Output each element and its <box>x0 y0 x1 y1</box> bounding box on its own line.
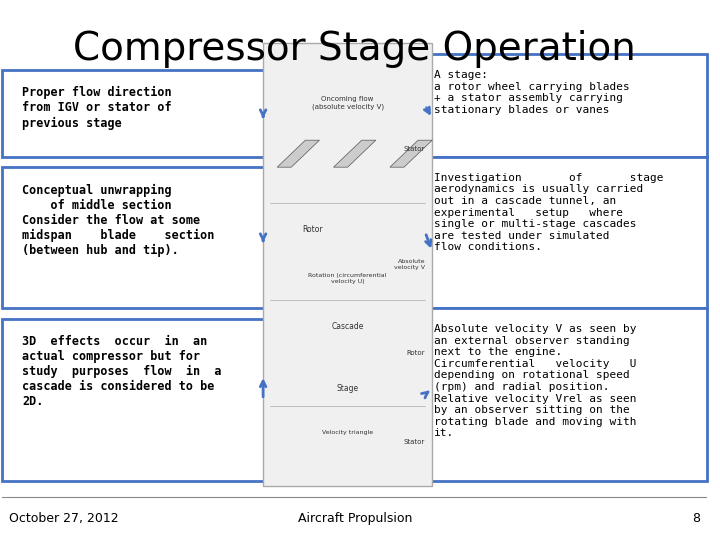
FancyBboxPatch shape <box>418 54 707 157</box>
FancyBboxPatch shape <box>418 157 707 308</box>
Text: Conceptual unwrapping
    of middle section
Consider the flow at some
midspan   : Conceptual unwrapping of middle section … <box>22 184 215 257</box>
Text: Rotor: Rotor <box>302 225 323 234</box>
Text: Proper flow direction
from IGV or stator of
previous stage: Proper flow direction from IGV or stator… <box>22 86 172 130</box>
Text: Absolute
velocity V: Absolute velocity V <box>394 259 425 270</box>
FancyBboxPatch shape <box>418 308 707 481</box>
Text: Stator: Stator <box>404 438 425 445</box>
Text: Absolute velocity V as seen by
an external observer standing
next to the engine.: Absolute velocity V as seen by an extern… <box>433 324 636 438</box>
Text: Cascade: Cascade <box>331 322 364 331</box>
Text: Rotation (circumferential
velocity U): Rotation (circumferential velocity U) <box>308 273 387 284</box>
Text: Stator: Stator <box>404 146 425 152</box>
Text: Rotor: Rotor <box>407 350 425 356</box>
FancyBboxPatch shape <box>2 167 270 308</box>
Polygon shape <box>333 140 376 167</box>
Text: October 27, 2012: October 27, 2012 <box>9 512 119 525</box>
Text: Stage: Stage <box>336 384 359 393</box>
FancyBboxPatch shape <box>2 319 270 481</box>
Text: Aircraft Propulsion: Aircraft Propulsion <box>297 512 412 525</box>
Text: 8: 8 <box>692 512 700 525</box>
FancyBboxPatch shape <box>263 43 432 486</box>
Text: Oncoming flow
(absolute velocity V): Oncoming flow (absolute velocity V) <box>312 96 384 110</box>
Polygon shape <box>277 140 320 167</box>
Text: Compressor Stage Operation: Compressor Stage Operation <box>73 30 636 68</box>
Text: Investigation       of       stage
aerodynamics is usually carried
out in a casc: Investigation of stage aerodynamics is u… <box>433 173 663 252</box>
Text: 3D  effects  occur  in  an
actual compressor but for
study  purposes  flow  in  : 3D effects occur in an actual compressor… <box>22 335 222 408</box>
Polygon shape <box>390 140 432 167</box>
FancyBboxPatch shape <box>2 70 270 157</box>
Text: A stage:
a rotor wheel carrying blades
+ a stator assembly carrying
stationary b: A stage: a rotor wheel carrying blades +… <box>433 70 629 115</box>
Text: Velocity triangle: Velocity triangle <box>322 430 373 435</box>
